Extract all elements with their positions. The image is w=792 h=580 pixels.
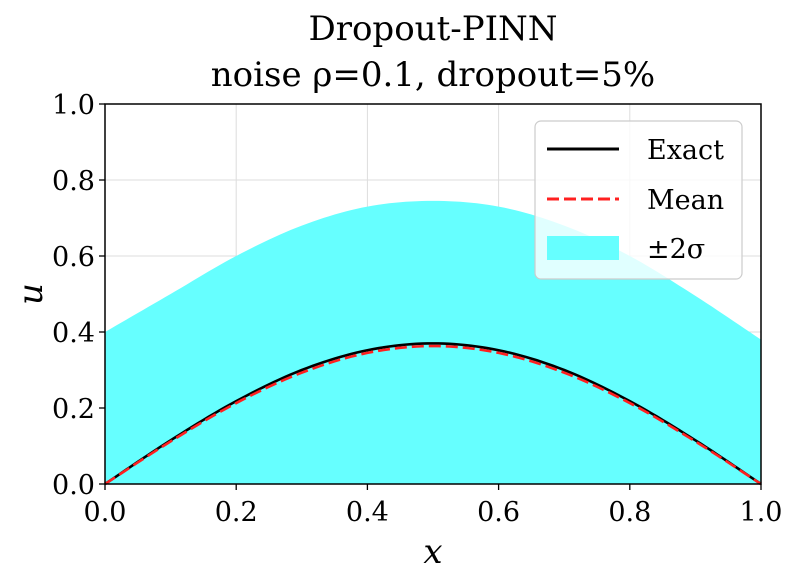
x-tick-label: 1.0 bbox=[740, 497, 783, 528]
legend-band-swatch bbox=[547, 236, 619, 260]
chart-title: Dropout-PINN bbox=[308, 9, 557, 49]
x-tick-label: 0.6 bbox=[477, 497, 520, 528]
y-axis-label: u bbox=[11, 283, 51, 305]
legend-band-label: ±2σ bbox=[647, 234, 705, 265]
legend-mean-label: Mean bbox=[647, 185, 724, 216]
y-tick-label: 0.6 bbox=[52, 242, 95, 273]
legend-exact-label: Exact bbox=[647, 135, 724, 166]
x-axis-ticks: 0.0 0.2 0.4 0.6 0.8 1.0 bbox=[84, 484, 783, 528]
x-tick-label: 0.0 bbox=[84, 497, 127, 528]
y-tick-label: 0.2 bbox=[52, 394, 95, 425]
series-line-exact bbox=[104, 342, 762, 486]
x-tick-label: 0.4 bbox=[346, 497, 389, 528]
series-lines-layer bbox=[104, 342, 762, 486]
y-tick-label: 0.4 bbox=[52, 318, 95, 349]
y-tick-label: 1.0 bbox=[52, 90, 95, 121]
y-tick-label: 0.8 bbox=[52, 166, 95, 197]
legend: Exact Mean ±2σ bbox=[534, 120, 743, 280]
x-tick-label: 0.8 bbox=[608, 497, 651, 528]
plot-area-frame bbox=[104, 103, 762, 485]
x-axis-label: x bbox=[423, 532, 442, 572]
x-tick-label: 0.2 bbox=[215, 497, 258, 528]
series-line-mean bbox=[104, 344, 762, 486]
y-tick-label: 0.0 bbox=[52, 470, 95, 501]
y-axis-ticks: 0.0 0.2 0.4 0.6 0.8 1.0 bbox=[52, 90, 105, 501]
chart-subtitle: noise ρ=0.1, dropout=5% bbox=[211, 55, 656, 95]
